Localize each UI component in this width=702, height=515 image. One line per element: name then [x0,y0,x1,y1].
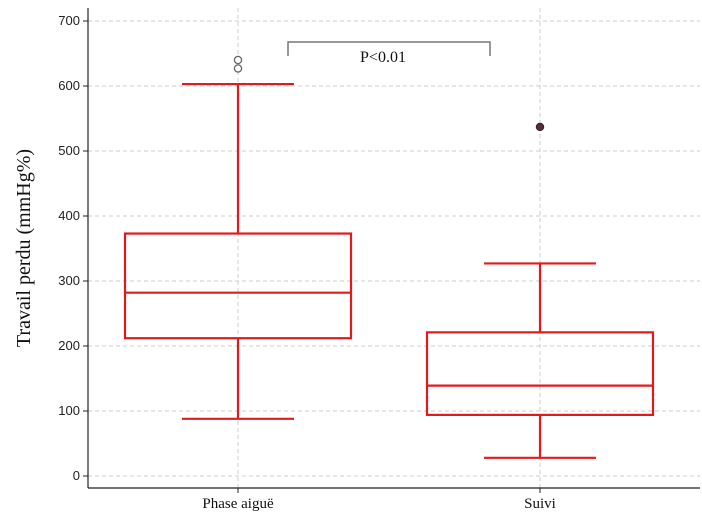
y-tick-label: 600 [58,78,80,93]
y-tick-label: 0 [73,468,80,483]
outlier-point [233,55,243,65]
x-tick-label: Suivi [524,496,556,512]
significance-bracket: P<0.01 [287,41,491,66]
iqr-box [123,232,353,340]
box-2 [425,122,655,459]
y-tick-label: 300 [58,273,80,288]
y-tick-label: 100 [58,403,80,418]
p-value-label: P<0.01 [360,49,406,66]
box-1 [123,55,353,420]
axes: 0 100 200 300 400 500 600 700 Phase aiguë Suivi [58,8,700,512]
y-axis-title: Travail perdu (mmHg%) [13,149,35,347]
x-tick-label: Phase aiguë [202,496,274,512]
y-tick-label: 400 [58,208,80,223]
y-tick-label: 700 [58,13,80,28]
y-tick-label: 200 [58,338,80,353]
outlier-point [233,64,243,73]
grid-lines [88,8,700,488]
box-series [123,55,655,459]
y-tick-label: 500 [58,143,80,158]
outlier-point [535,122,545,132]
bracket-line [287,41,491,56]
iqr-box [425,331,655,417]
